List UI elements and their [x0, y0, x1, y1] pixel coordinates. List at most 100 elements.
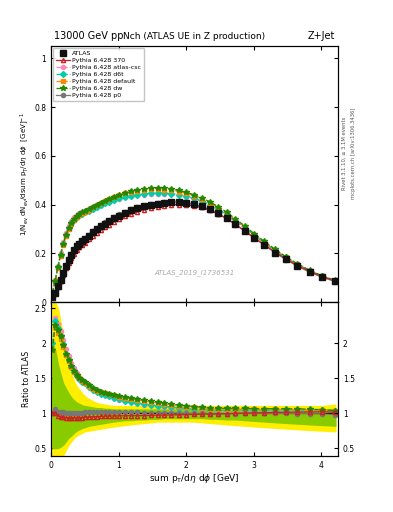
Pythia 6.428 p0	[284, 257, 288, 263]
Pythia 6.428 atlas-csc	[107, 199, 112, 205]
Pythia 6.428 atlas-csc	[233, 218, 238, 224]
Pythia 6.428 default	[95, 202, 99, 208]
Pythia 6.428 dw	[149, 185, 153, 191]
Pythia 6.428 dw	[320, 273, 324, 279]
ATLAS	[74, 243, 79, 249]
Pythia 6.428 dw	[61, 241, 66, 247]
Pythia 6.428 default	[99, 200, 103, 206]
Line: Pythia 6.428 atlas-csc: Pythia 6.428 atlas-csc	[50, 192, 337, 294]
Pythia 6.428 370	[107, 222, 112, 228]
Pythia 6.428 370	[333, 278, 338, 284]
Pythia 6.428 p0	[307, 269, 312, 275]
Pythia 6.428 d6t	[307, 268, 312, 274]
Pythia 6.428 dw	[295, 261, 300, 267]
Text: Nch (ATLAS UE in Z production): Nch (ATLAS UE in Z production)	[123, 32, 266, 41]
Pythia 6.428 dw	[273, 246, 277, 252]
Pythia 6.428 370	[149, 205, 153, 211]
Pythia 6.428 d6t	[53, 278, 57, 284]
Pythia 6.428 atlas-csc	[58, 250, 63, 257]
ATLAS	[123, 210, 128, 216]
Pythia 6.428 default	[142, 187, 147, 193]
Pythia 6.428 dw	[224, 209, 229, 215]
ATLAS	[162, 200, 167, 206]
Pythia 6.428 370	[77, 244, 82, 250]
Pythia 6.428 p0	[107, 217, 112, 223]
Pythia 6.428 default	[208, 200, 212, 206]
Pythia 6.428 dw	[208, 199, 212, 205]
Pythia 6.428 atlas-csc	[64, 230, 68, 236]
Pythia 6.428 atlas-csc	[155, 191, 160, 197]
Pythia 6.428 370	[169, 202, 174, 208]
Pythia 6.428 default	[103, 198, 107, 204]
Pythia 6.428 atlas-csc	[252, 232, 257, 239]
Pythia 6.428 370	[69, 255, 74, 261]
Pythia 6.428 p0	[242, 228, 247, 234]
Pythia 6.428 370	[53, 290, 57, 296]
Pythia 6.428 d6t	[80, 210, 84, 217]
Pythia 6.428 d6t	[233, 218, 238, 224]
Pythia 6.428 p0	[99, 222, 103, 228]
Pythia 6.428 p0	[80, 238, 84, 244]
Pythia 6.428 default	[77, 211, 82, 218]
Pythia 6.428 atlas-csc	[242, 225, 247, 231]
ATLAS	[86, 232, 91, 239]
ATLAS	[64, 263, 68, 269]
Pythia 6.428 default	[273, 247, 277, 253]
Pythia 6.428 default	[149, 186, 153, 193]
Pythia 6.428 default	[199, 196, 204, 202]
Pythia 6.428 dw	[199, 195, 204, 201]
Pythia 6.428 p0	[50, 294, 55, 300]
Pythia 6.428 atlas-csc	[95, 203, 99, 209]
Pythia 6.428 d6t	[333, 278, 338, 284]
Pythia 6.428 atlas-csc	[50, 289, 55, 295]
ATLAS	[215, 210, 220, 216]
Pythia 6.428 default	[184, 190, 189, 197]
ATLAS	[307, 269, 312, 275]
Pythia 6.428 p0	[149, 201, 153, 207]
Pythia 6.428 dw	[53, 278, 57, 284]
Pythia 6.428 370	[295, 263, 300, 269]
Pythia 6.428 atlas-csc	[83, 208, 87, 214]
ATLAS	[58, 276, 63, 283]
Pythia 6.428 p0	[74, 243, 79, 249]
Line: Pythia 6.428 dw: Pythia 6.428 dw	[50, 185, 338, 295]
Pythia 6.428 370	[95, 229, 99, 236]
Line: Pythia 6.428 default: Pythia 6.428 default	[50, 187, 337, 295]
Pythia 6.428 default	[224, 210, 229, 217]
Pythia 6.428 atlas-csc	[99, 202, 103, 208]
Pythia 6.428 370	[233, 221, 238, 227]
Pythia 6.428 dw	[155, 185, 160, 191]
ATLAS	[117, 212, 121, 219]
Pythia 6.428 default	[112, 194, 116, 200]
Pythia 6.428 atlas-csc	[162, 191, 167, 197]
Pythia 6.428 d6t	[215, 206, 220, 212]
Pythia 6.428 default	[215, 205, 220, 211]
ATLAS	[69, 252, 74, 258]
Pythia 6.428 dw	[233, 216, 238, 222]
Pythia 6.428 atlas-csc	[320, 273, 324, 280]
Pythia 6.428 370	[50, 294, 55, 300]
ATLAS	[149, 202, 153, 208]
Pythia 6.428 p0	[162, 199, 167, 205]
Pythia 6.428 d6t	[86, 207, 91, 214]
ATLAS	[191, 201, 196, 207]
ATLAS	[242, 228, 247, 234]
Pythia 6.428 370	[99, 227, 103, 233]
Pythia 6.428 default	[107, 197, 112, 203]
ATLAS	[53, 290, 57, 296]
Pythia 6.428 default	[69, 221, 74, 227]
Pythia 6.428 d6t	[191, 195, 196, 201]
Pythia 6.428 d6t	[107, 199, 112, 205]
ATLAS	[208, 206, 212, 212]
ATLAS	[284, 257, 288, 263]
Pythia 6.428 p0	[55, 283, 60, 289]
Text: Rivet 3.1.10, ≥ 3.1M events: Rivet 3.1.10, ≥ 3.1M events	[342, 117, 346, 190]
ATLAS	[273, 249, 277, 255]
Pythia 6.428 370	[66, 260, 71, 266]
Pythia 6.428 p0	[208, 207, 212, 213]
Pythia 6.428 370	[284, 256, 288, 262]
ATLAS	[66, 257, 71, 263]
Pythia 6.428 370	[224, 216, 229, 222]
Pythia 6.428 default	[61, 242, 66, 248]
Pythia 6.428 p0	[86, 232, 91, 238]
